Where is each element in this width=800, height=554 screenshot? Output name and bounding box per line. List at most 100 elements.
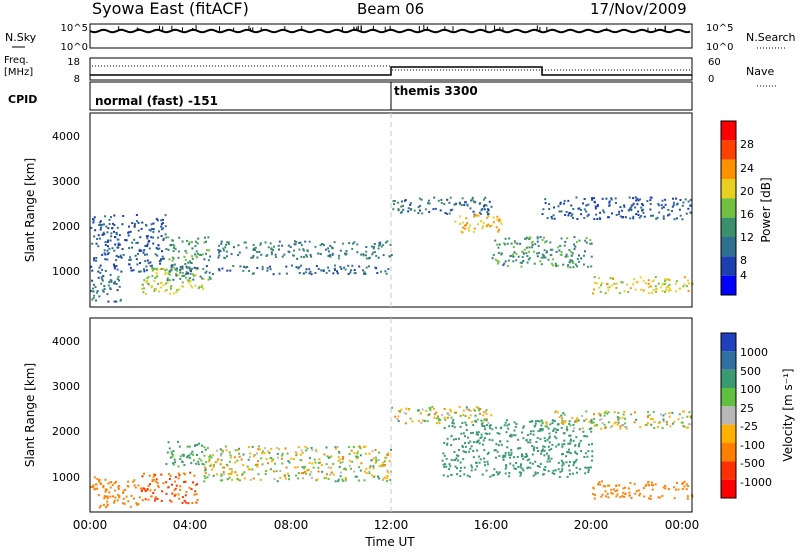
heatmap-cell [589, 239, 592, 242]
heatmap-cell [91, 298, 94, 301]
heatmap-cell [222, 247, 225, 250]
heatmap-cell [90, 290, 93, 292]
heatmap-cell [162, 257, 164, 260]
heatmap-cell [316, 478, 319, 481]
heatmap-cell [677, 418, 680, 421]
heatmap-cell [243, 265, 245, 268]
heatmap-cell [496, 215, 499, 218]
heatmap-cell [578, 239, 581, 242]
heatmap-cell [486, 424, 489, 427]
nsky-left-tick-bottom: 10^0 [61, 42, 88, 53]
heatmap-cell [689, 415, 692, 418]
heatmap-cell [469, 409, 472, 412]
heatmap-cell [102, 484, 105, 487]
heatmap-cell [568, 261, 571, 264]
heatmap-cell [332, 463, 335, 465]
heatmap-cell [606, 216, 609, 219]
heatmap-cell [207, 259, 210, 262]
heatmap-cell [308, 268, 311, 271]
heatmap-cell [681, 204, 684, 207]
heatmap-cell [640, 288, 643, 291]
heatmap-cell [566, 429, 569, 432]
heatmap-cell [465, 223, 468, 226]
heatmap-cell [375, 254, 378, 257]
heatmap-cell [327, 250, 330, 253]
heatmap-cell [236, 474, 239, 477]
heatmap-cell [351, 247, 354, 250]
velocity-cbar-tick-neg500: -500 [740, 457, 765, 470]
heatmap-cell [472, 210, 475, 213]
heatmap-cell [135, 214, 138, 216]
heatmap-cell [662, 414, 665, 417]
heatmap-cell [484, 196, 487, 199]
heatmap-cell [158, 230, 160, 233]
heatmap-cell [634, 288, 637, 291]
heatmap-cell [183, 480, 185, 483]
heatmap-cell [223, 257, 226, 260]
heatmap-cell [605, 282, 608, 285]
heatmap-cell [544, 468, 547, 471]
heatmap-cell [150, 286, 153, 289]
heatmap-cell [101, 279, 104, 282]
heatmap-cell [583, 419, 586, 422]
heatmap-cell [533, 449, 535, 452]
heatmap-cell [139, 487, 142, 490]
heatmap-cell [185, 251, 188, 254]
heatmap-cell [305, 268, 308, 271]
power-ytick-1000: 1000 [52, 265, 80, 278]
heatmap-cell [495, 426, 498, 429]
heatmap-cell [427, 202, 429, 205]
heatmap-cell [608, 204, 611, 207]
heatmap-cell [162, 267, 165, 270]
heatmap-cell [550, 457, 553, 460]
heatmap-cell [200, 254, 203, 256]
heatmap-cell [506, 265, 509, 267]
heatmap-cell [458, 437, 460, 440]
heatmap-cell [321, 470, 324, 473]
heatmap-cell [192, 453, 194, 456]
heatmap-cell [657, 282, 660, 285]
heatmap-cell [349, 271, 352, 274]
heatmap-cell [392, 208, 395, 211]
heatmap-cell [513, 240, 516, 243]
heatmap-cell [442, 463, 445, 466]
heatmap-cell [294, 451, 297, 454]
heatmap-cell [459, 414, 462, 417]
heatmap-cell [634, 411, 636, 414]
heatmap-cell [142, 251, 145, 254]
heatmap-cell [521, 255, 524, 258]
heatmap-cell [111, 484, 114, 487]
heatmap-cell [552, 469, 555, 472]
heatmap-cell [646, 422, 649, 425]
heatmap-cell [472, 456, 475, 459]
heatmap-cell [468, 229, 470, 232]
heatmap-cell [155, 275, 158, 278]
heatmap-cell [632, 215, 635, 218]
heatmap-cell [482, 425, 485, 427]
heatmap-cell [682, 482, 685, 484]
heatmap-cell [403, 412, 406, 415]
heatmap-cell [462, 432, 465, 435]
heatmap-cell [649, 418, 652, 421]
heatmap-cell [502, 264, 505, 267]
heatmap-cell [652, 410, 655, 413]
heatmap-cell [343, 468, 346, 471]
heatmap-cell [135, 220, 138, 223]
heatmap-cell [327, 456, 330, 459]
heatmap-cell [445, 465, 448, 468]
heatmap-cell [129, 266, 132, 269]
heatmap-cell [601, 422, 604, 424]
heatmap-cell [113, 501, 116, 504]
heatmap-cell [165, 236, 168, 239]
heatmap-cell [203, 454, 206, 457]
heatmap-cell [634, 196, 637, 199]
heatmap-cell [572, 430, 575, 433]
heatmap-cell [571, 213, 574, 216]
heatmap-cell [603, 423, 606, 426]
heatmap-cell [673, 218, 676, 221]
heatmap-cell [428, 211, 431, 213]
heatmap-cell [421, 212, 424, 215]
heatmap-cell [159, 267, 162, 270]
heatmap-cell [661, 199, 664, 202]
heatmap-cell [642, 211, 645, 214]
